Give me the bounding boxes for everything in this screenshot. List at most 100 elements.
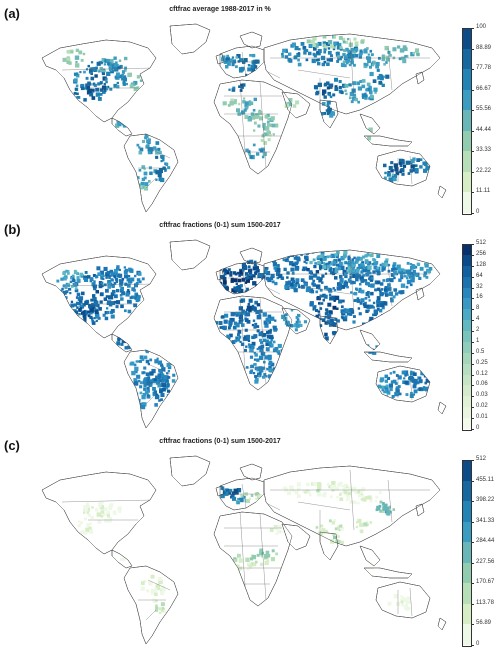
map-cell [75, 301, 80, 306]
map-cell [406, 373, 409, 376]
map-cell [147, 180, 151, 183]
map-cell [110, 292, 115, 296]
map-cell [244, 101, 249, 106]
land-namerica [41, 39, 157, 123]
map-cell [350, 100, 354, 104]
map-cell [277, 524, 282, 529]
map-cell [147, 151, 151, 155]
map-cell [152, 387, 156, 391]
map-cell [129, 84, 134, 89]
map-cell [399, 164, 403, 167]
map-cell [229, 271, 233, 274]
coastline [169, 455, 211, 487]
map-cell [239, 288, 244, 293]
map-cell [235, 314, 239, 317]
map-cell [377, 384, 381, 388]
map-cell [89, 277, 94, 281]
map-cell [111, 285, 115, 288]
map-cell [236, 285, 240, 290]
map-cell [331, 480, 336, 486]
map-cell [350, 55, 354, 59]
map-cell [344, 274, 348, 279]
map-cell [108, 519, 112, 523]
map-cell [353, 37, 357, 41]
map-cell [361, 487, 366, 492]
map-cell [108, 506, 113, 510]
colorbar-segment [462, 309, 471, 321]
map-cell [77, 320, 82, 325]
country-border [297, 501, 351, 511]
map-cell [88, 526, 92, 530]
map-cell [80, 530, 84, 534]
map-cell [409, 272, 413, 275]
map-cell [104, 518, 109, 523]
map-cell [129, 268, 134, 273]
map-cell [264, 323, 269, 328]
map-cell [281, 530, 284, 534]
map-cell [354, 490, 359, 495]
map-cell [238, 566, 243, 571]
map-cell [322, 34, 327, 39]
map-cell [274, 281, 278, 286]
tick-label: 4 [476, 316, 480, 323]
map-cell [406, 276, 409, 280]
map-cell [108, 517, 113, 521]
map-cell [106, 276, 109, 279]
map-cell [322, 262, 326, 265]
map-cell [352, 281, 356, 285]
map-cell [400, 600, 404, 604]
coastline [239, 247, 263, 265]
map-cell [424, 262, 427, 266]
map-cell [105, 288, 109, 293]
map-cell [100, 275, 104, 279]
map-cell [304, 491, 307, 494]
map-cell [73, 283, 78, 287]
map-cell [155, 155, 159, 159]
map-cell [60, 299, 65, 304]
map-cell [410, 164, 415, 169]
map-cell [166, 372, 169, 375]
map-cell [383, 176, 387, 180]
map-cell [123, 270, 128, 275]
map-cell [260, 281, 265, 286]
map-cell [246, 334, 251, 339]
map-cell [134, 366, 139, 371]
map-cell [341, 305, 344, 309]
country-border [297, 285, 351, 295]
map-cell [102, 277, 105, 280]
map-cell [350, 291, 353, 294]
map-cell [92, 285, 95, 288]
map-cell [75, 84, 79, 88]
map-cell [319, 112, 324, 116]
map-cell [253, 129, 256, 132]
world-map [41, 23, 447, 213]
tick-mark [471, 374, 474, 376]
map-cell [392, 264, 396, 268]
map-cell [364, 297, 368, 300]
map-cell [342, 40, 346, 44]
map-cell [305, 489, 309, 494]
map-cell [74, 310, 79, 315]
map-cell [116, 266, 120, 271]
map-cell [76, 276, 80, 280]
map-cell [160, 379, 165, 383]
map-cell [84, 300, 89, 305]
map-cell [357, 501, 360, 505]
map-cell [254, 59, 259, 64]
map-cell [379, 377, 385, 382]
map-cell [318, 493, 322, 497]
map-cell [293, 288, 298, 293]
map-cell [384, 45, 389, 51]
map-cell [249, 306, 253, 309]
map-cell [387, 263, 391, 267]
map-cell [259, 338, 263, 342]
map-cell [120, 286, 124, 291]
colorbar-segment [462, 521, 471, 543]
map-cell [268, 361, 273, 365]
map-cell [362, 347, 366, 352]
map-cell [332, 260, 337, 265]
map-cell [223, 272, 227, 276]
map-cell [394, 167, 399, 172]
map-cell [233, 557, 237, 561]
world-map [41, 455, 447, 645]
